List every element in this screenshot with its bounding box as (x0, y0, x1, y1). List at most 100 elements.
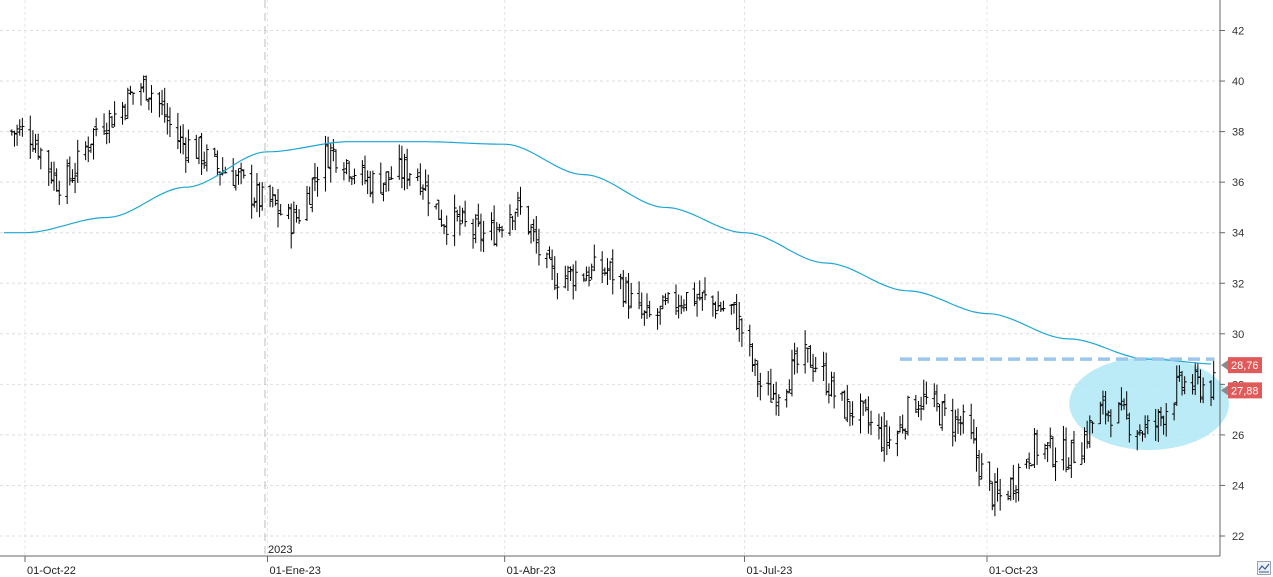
ohlc-bar (679, 295, 684, 315)
ohlc-bar (861, 400, 866, 416)
ohlc-bar (36, 133, 41, 160)
ohlc-bar (602, 267, 607, 276)
ohlc-bar (273, 194, 278, 206)
ohlc-bar (1082, 427, 1087, 463)
y-tick-label-22: 22 (1232, 531, 1244, 543)
ohlc-bar (17, 119, 22, 136)
price-badge-label: 27,88 (1231, 385, 1259, 397)
ohlc-bar (399, 145, 404, 189)
ohlc-bar (215, 150, 220, 177)
ohlc-bar (1087, 415, 1092, 448)
ohlc-bar (307, 186, 312, 206)
x-tick-label-01-Abr-23: 01-Abr-23 (507, 565, 556, 577)
ohlc-bar (349, 176, 354, 185)
chart-options-button[interactable] (1257, 561, 1271, 575)
ohlc-bar (181, 124, 186, 155)
ohlc-bar (916, 401, 921, 418)
ohlc-bar (737, 301, 742, 342)
ohlc-bar (755, 360, 760, 398)
ohlc-bar (900, 414, 905, 434)
y-tick-label-40: 40 (1232, 76, 1244, 88)
ohlc-bar (866, 396, 871, 434)
ohlc-bar (987, 461, 992, 491)
ohlc-bar (813, 356, 818, 373)
ohlc-bar (420, 184, 425, 200)
ohlc-bar (684, 292, 689, 311)
ohlc-bar (1050, 436, 1055, 468)
ohlc-bar (552, 256, 557, 290)
ohlc-bar (605, 258, 610, 286)
ohlc-bar (695, 293, 700, 317)
ohlc-bar (1180, 370, 1185, 396)
ohlc-bar (673, 284, 678, 315)
ohlc-bar (1011, 464, 1016, 500)
ohlc-bar (1053, 447, 1058, 481)
ohlc-bar (65, 159, 70, 204)
price-badge-2: 27,88 (1221, 382, 1262, 399)
ohlc-bar (618, 273, 623, 290)
ohlc-bar (879, 416, 884, 452)
ohlc-bar (655, 308, 660, 330)
ohlc-bar (186, 129, 191, 164)
ohlc-bar (334, 149, 339, 173)
ohlc-bar (291, 201, 296, 234)
ohlc-bar (555, 273, 560, 300)
ohlc-bar (637, 281, 642, 310)
ohlc-bar (204, 144, 209, 172)
ohlc-bar (160, 89, 165, 116)
x-tick-label-01-Oct-23: 01-Oct-23 (989, 565, 1038, 577)
ohlc-bar (381, 182, 386, 202)
ohlc-bar (803, 330, 808, 374)
ohlc-bar (104, 122, 109, 145)
ohlc-bar (565, 265, 570, 291)
ohlc-bar (75, 139, 80, 183)
ohlc-bar (481, 220, 486, 253)
ohlc-bar (776, 394, 781, 417)
ohlc-bar (924, 381, 929, 405)
vertical-gridlines (24, 0, 988, 556)
ohlc-bar (710, 295, 715, 317)
ohlc-bar (974, 427, 979, 472)
ohlc-bar (352, 168, 357, 185)
y-tick-label-36: 36 (1232, 177, 1244, 189)
ohlc-bar (1124, 391, 1129, 420)
ohlc-bar (898, 415, 903, 433)
ohlc-bar (91, 128, 96, 160)
ohlc-bar (297, 209, 302, 225)
ohlc-bar (241, 169, 246, 179)
ohlc-bar (326, 136, 331, 169)
ohlc-bar (249, 164, 254, 219)
ohlc-bar (15, 124, 20, 146)
ohlc-bar (518, 186, 523, 215)
ohlc-bar (196, 137, 201, 165)
ohlc-bar (789, 349, 794, 397)
ohlc-bar (360, 160, 365, 186)
y-tick-label-34: 34 (1232, 228, 1244, 240)
ohlc-bar (647, 300, 652, 318)
ohlc-bar (1193, 362, 1198, 396)
ohlc-bar (642, 310, 647, 326)
ohlc-bar (1135, 429, 1140, 451)
ohlc-bar (276, 188, 281, 228)
ohlc-bar (753, 358, 758, 377)
ohlc-bar (958, 415, 963, 436)
ohlc-bar (721, 300, 726, 312)
ohlc-bar (268, 184, 273, 208)
y-tick-label-30: 30 (1232, 329, 1244, 341)
ohlc-bar (405, 148, 410, 190)
ohlc-bar (526, 205, 531, 235)
ohlc-bar (905, 395, 910, 436)
ohlc-bar (1182, 376, 1187, 395)
ohlc-bar (138, 82, 143, 106)
ohlc-bar (932, 383, 937, 408)
ohlc-bar (415, 168, 420, 182)
ohlc-bar (83, 141, 88, 161)
ohlc-bar (587, 266, 592, 287)
ohlc-bar (38, 147, 43, 170)
ohlc-bar (731, 302, 736, 314)
ohlc-bar (658, 305, 663, 325)
ohlc-bar (876, 413, 881, 440)
ohlc-bar (937, 403, 942, 426)
ohlc-bar (1143, 415, 1148, 438)
ohlc-bar (1079, 442, 1084, 465)
